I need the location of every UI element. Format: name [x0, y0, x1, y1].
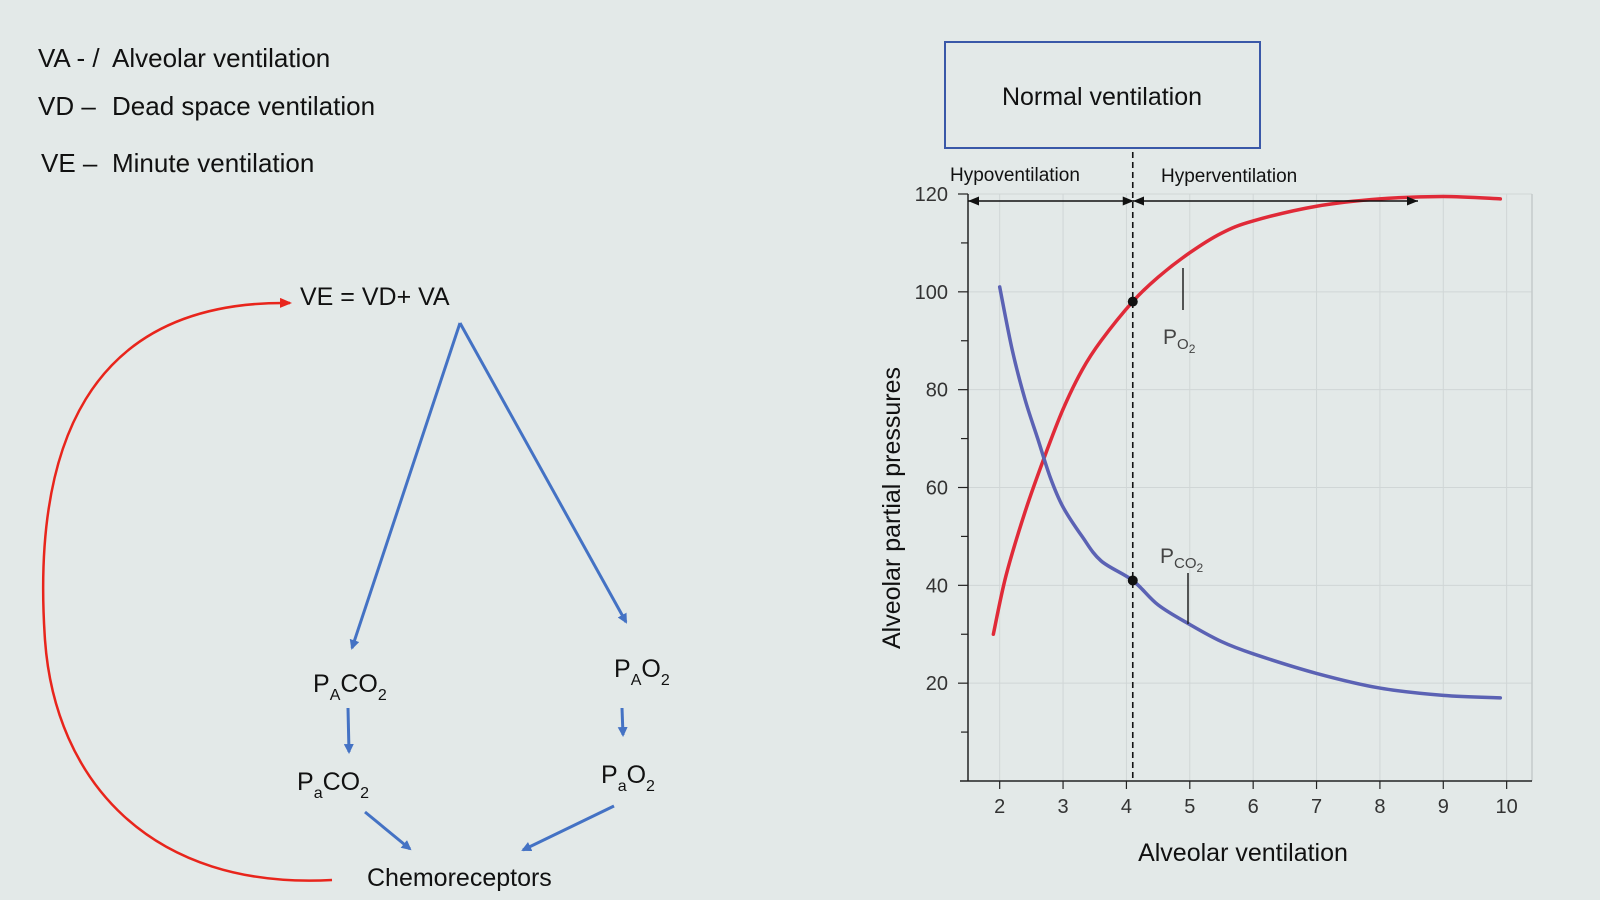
y-tick-label: 60: [926, 478, 948, 500]
chart-grid: [968, 193, 1533, 781]
x-tick-label: 8: [1374, 796, 1385, 818]
pco2-label: PCO2: [1160, 545, 1204, 575]
arterial-o2-label: PaO2: [601, 761, 655, 795]
x-tick-label: 4: [1121, 796, 1132, 818]
normal-point-marker: [1127, 575, 1138, 586]
arrow-alveolar-to-arterial-co2: [343, 707, 354, 754]
arrow-alveolar-to-arterial-o2: [617, 707, 628, 737]
hypoventilation-label: Hypoventilation: [950, 165, 1080, 186]
y-tick-label: 20: [926, 673, 948, 695]
y-tick-label: 120: [915, 184, 948, 206]
arrow-o2-to-chemoreceptors: [521, 804, 615, 852]
x-tick-label: 7: [1311, 796, 1322, 818]
definition-meaning: Minute ventilation: [112, 148, 315, 178]
hyperventilation-arrow-left-head: [1133, 196, 1144, 206]
definition-meaning: Dead space ventilation: [112, 91, 376, 121]
definition-abbr: VE –: [41, 148, 98, 178]
feedback-arrow: [41, 297, 333, 882]
chart-ticks: 2 3 4 5 6 7 8 9 10 20 40 60 80 100 120: [915, 184, 1518, 818]
x-tick-label: 9: [1438, 796, 1449, 818]
arterial-co2-label: PaCO2: [297, 768, 369, 802]
y-axis-label: Alveolar partial pressures: [878, 367, 906, 649]
x-tick-label: 10: [1496, 796, 1518, 818]
definition-vd: VD – Dead space ventilation: [38, 91, 375, 122]
chart-title: Normal ventilation: [1002, 83, 1202, 111]
chart-series: [968, 152, 1503, 781]
definition-abbr: VD –: [38, 91, 96, 121]
normal-point-marker: [1127, 296, 1138, 307]
y-tick-label: 80: [926, 380, 948, 402]
hyperventilation-arrow-right-head: [1407, 196, 1418, 206]
arrow-to-alveolar-o2: [458, 322, 628, 624]
po2-label: PO2: [1163, 326, 1196, 356]
hypoventilation-arrow-left-head: [968, 196, 979, 206]
x-tick-label: 2: [994, 796, 1005, 818]
alveolar-co2-label: PACO2: [313, 670, 387, 704]
chemoreceptors-label: Chemoreceptors: [367, 864, 552, 892]
definition-ve: VE – Minute ventilation: [41, 148, 314, 179]
hypoventilation-arrow-right-head: [1122, 196, 1134, 206]
arrow-to-alveolar-co2: [349, 322, 462, 650]
arrow-co2-to-chemoreceptors: [364, 810, 412, 851]
x-tick-label: 3: [1057, 796, 1068, 818]
y-tick-label: 100: [915, 282, 948, 304]
x-axis-label: Alveolar ventilation: [1138, 839, 1348, 867]
y-tick-label: 40: [926, 575, 948, 597]
definition-va: VA - / Alveolar ventilation: [38, 43, 330, 74]
definition-meaning: Alveolar ventilation: [112, 43, 331, 73]
x-tick-label: 6: [1248, 796, 1259, 818]
alveolar-o2-label: PAO2: [614, 655, 670, 689]
equation-label: VE = VD+ VA: [300, 283, 450, 311]
po2-series-line: [991, 194, 1503, 636]
pco2-series-line: [997, 285, 1503, 700]
normal-ventilation-box: [944, 41, 1261, 149]
definition-abbr: VA - /: [38, 43, 100, 73]
x-tick-label: 5: [1184, 796, 1195, 818]
hyperventilation-label: Hyperventilation: [1161, 166, 1297, 187]
